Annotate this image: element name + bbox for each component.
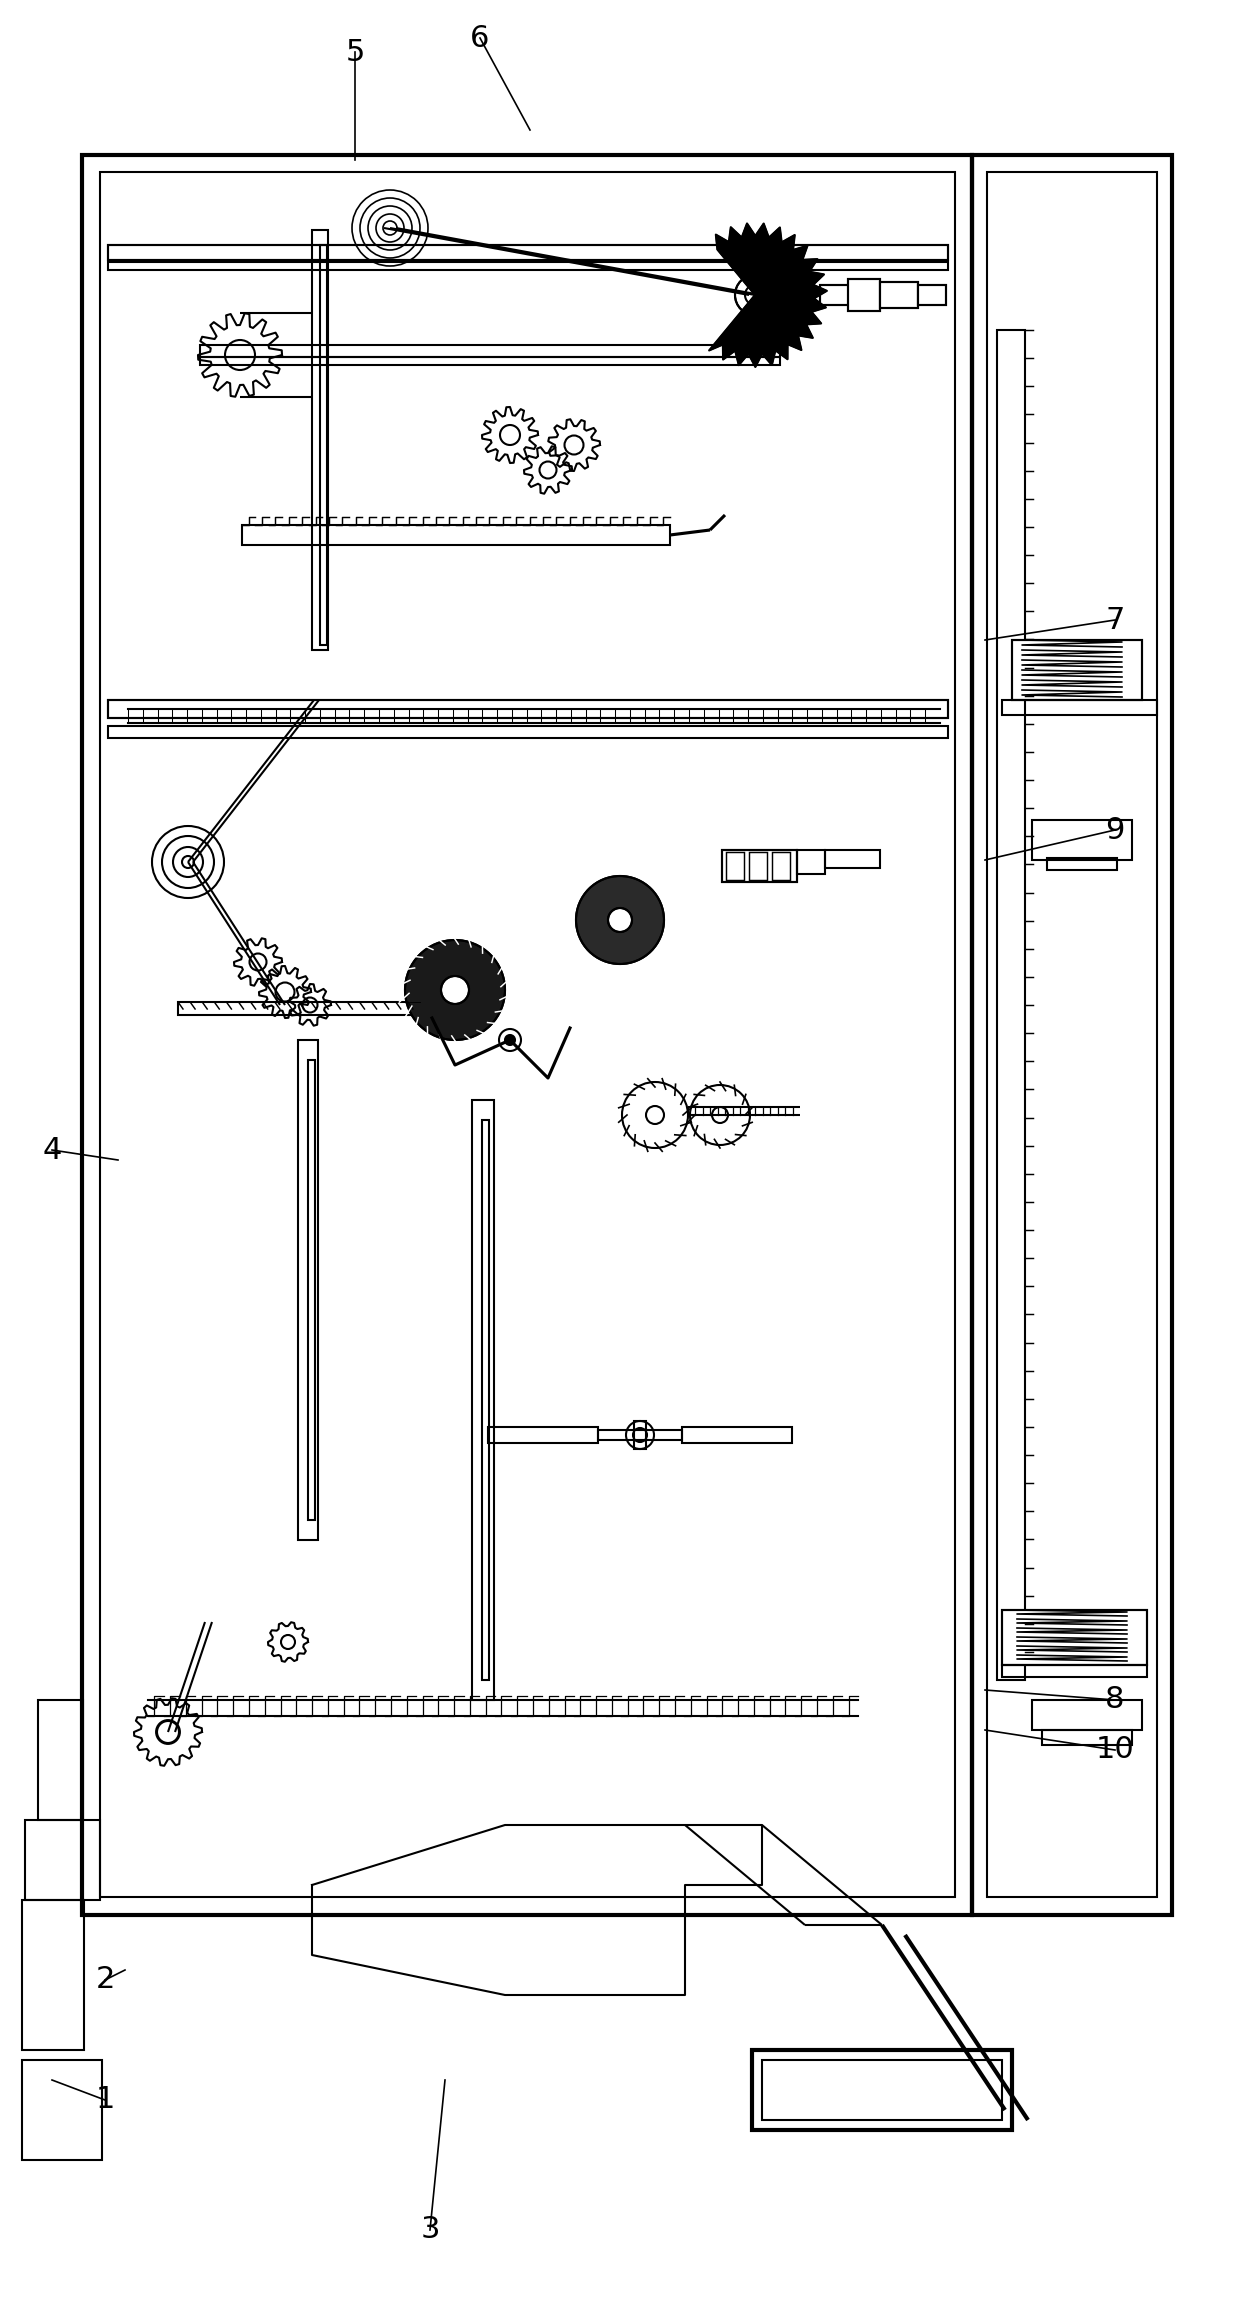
Bar [298, 1040, 317, 1539]
Bar [722, 849, 797, 881]
Bar [108, 700, 949, 718]
Bar [1002, 1611, 1147, 1666]
Bar [763, 2059, 1002, 2119]
Bar [108, 244, 949, 260]
Circle shape [441, 976, 469, 1003]
Bar [1002, 1611, 1147, 1666]
Bar [22, 2059, 102, 2161]
Bar [108, 727, 949, 739]
Bar [82, 154, 972, 1914]
Bar [242, 525, 670, 545]
Bar [179, 1001, 420, 1015]
Text: 1: 1 [95, 2085, 114, 2115]
Bar [880, 283, 918, 308]
Bar [722, 849, 797, 881]
Bar [108, 262, 949, 269]
Bar [725, 851, 744, 879]
Bar [1042, 1730, 1132, 1744]
Bar [820, 285, 910, 306]
Text: 7: 7 [1105, 605, 1125, 635]
Bar [22, 1901, 84, 2050]
Bar [108, 700, 949, 718]
Circle shape [405, 941, 505, 1040]
Bar [1012, 640, 1142, 700]
Text: 2: 2 [95, 1965, 114, 1995]
Bar [972, 154, 1172, 1914]
Bar [108, 244, 949, 260]
Bar [997, 329, 1025, 1680]
Text: 4: 4 [42, 1134, 62, 1164]
Bar [820, 285, 910, 306]
Bar [987, 173, 1157, 1896]
Bar [1012, 640, 1142, 700]
Polygon shape [709, 223, 827, 366]
Bar [598, 1429, 682, 1440]
Text: 5: 5 [345, 37, 365, 67]
Bar [312, 230, 329, 649]
Text: 3: 3 [420, 2216, 440, 2243]
Bar [682, 1427, 792, 1443]
Bar [1002, 1666, 1147, 1677]
Bar [200, 345, 780, 357]
Bar [825, 849, 880, 867]
Bar [200, 357, 780, 366]
Bar [773, 851, 790, 879]
Bar [1047, 858, 1117, 870]
Circle shape [577, 877, 663, 964]
Circle shape [608, 909, 632, 932]
Bar [749, 851, 768, 879]
Bar [918, 285, 946, 306]
Bar [634, 1422, 646, 1450]
Text: 8: 8 [1105, 1687, 1125, 1714]
Bar [100, 173, 955, 1896]
Circle shape [735, 276, 775, 315]
Bar [918, 285, 946, 306]
Bar [1002, 700, 1157, 716]
Bar [1032, 819, 1132, 861]
Text: 10: 10 [1096, 1735, 1135, 1765]
Text: 6: 6 [470, 23, 490, 53]
Bar [1032, 1700, 1142, 1730]
Bar [797, 849, 825, 874]
Bar [751, 2050, 1012, 2131]
Bar [308, 1061, 315, 1521]
Bar [472, 1100, 494, 1700]
Bar [38, 1700, 83, 1820]
Bar [489, 1427, 598, 1443]
Bar [482, 1121, 489, 1680]
Bar [848, 278, 880, 311]
Circle shape [505, 1035, 515, 1045]
Bar [320, 244, 327, 644]
Text: 9: 9 [1105, 815, 1125, 844]
Bar [848, 278, 880, 311]
Bar [880, 283, 918, 308]
Bar [25, 1820, 100, 1901]
